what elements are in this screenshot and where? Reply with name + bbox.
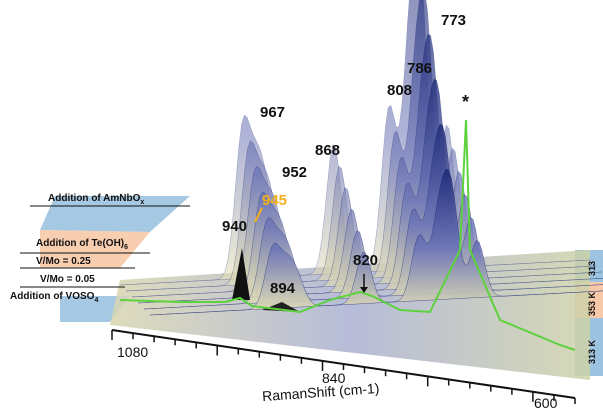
peak-894-shadow: [262, 302, 300, 312]
arrowhead-820: [360, 287, 368, 293]
annotation-v25: V/Mo = 0.25: [36, 256, 91, 267]
peak-label-952: 952: [282, 164, 308, 181]
peak-label-773: 773: [441, 12, 467, 29]
annotation-te: Addition of Te(OH)6: [36, 238, 128, 251]
peak-label-star: *: [462, 92, 470, 112]
right-label-313-bot: 313 K: [587, 339, 597, 364]
spectrum-ridge-5: [149, 169, 603, 316]
x-tick-840: 840: [322, 370, 346, 386]
peak-label-894: 894: [270, 280, 296, 297]
annotation-vox: Addition of VOSO4: [10, 291, 98, 304]
x-tick-1080: 1080: [117, 344, 149, 360]
arrow-945: [254, 207, 263, 223]
peak-label-820: 820: [353, 252, 379, 269]
peak-label-786: 786: [407, 60, 433, 77]
annotation-nb: Addition of AmNbOx: [48, 193, 144, 206]
annotation-vox-text: Addition of VOSO: [10, 291, 95, 302]
annotation-te-sub: 6: [124, 244, 129, 251]
x-tick-600: 600: [534, 395, 558, 411]
annotation-nb-text: Addition of AmNbO: [48, 193, 141, 204]
peak-label-940: 940: [222, 218, 248, 235]
green-trace: [119, 119, 576, 351]
annotation-v05: V/Mo = 0.05: [40, 274, 95, 285]
peak-label-967: 967: [260, 104, 286, 121]
right-label-353: 353 K: [587, 291, 597, 316]
band-te: [40, 230, 150, 268]
peak-label-945: 945: [262, 192, 288, 209]
band-nb: [40, 196, 190, 232]
peak-label-808: 808: [387, 82, 413, 99]
peak-940-shadow: [232, 248, 250, 300]
peak-label-868: 868: [315, 142, 341, 159]
right-label-313-top: 313: [587, 260, 597, 276]
annotation-vox-sub: 4: [94, 297, 99, 304]
spectrum-ridge-4: [143, 124, 603, 310]
annotation-te-text: Addition of Te(OH): [36, 238, 125, 249]
annotation-nb-sub: x: [140, 199, 145, 206]
